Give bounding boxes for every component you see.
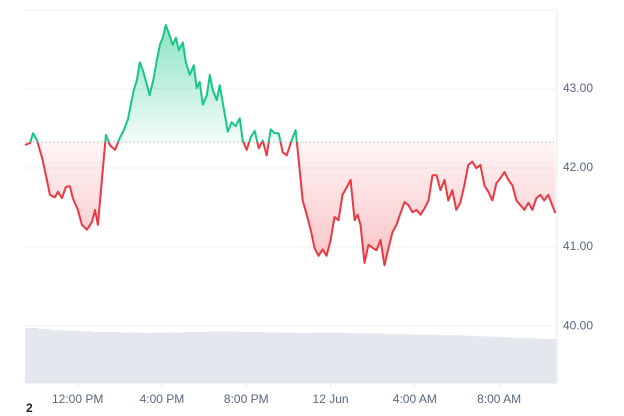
y-tick-label: 43.00 [563,81,593,95]
volume-bar [303,332,318,383]
volume-bar [370,333,384,383]
volume-bar [542,339,557,383]
volume-bar [463,335,477,383]
volume-bar [78,331,92,383]
volume-bar [489,336,504,383]
x-tick-label: 12:00 PM [52,392,103,406]
volume-bar [516,337,530,383]
volume-bar [436,335,451,383]
volume-bar [449,335,464,383]
volume-bar [237,331,251,383]
volume-bar [91,331,105,383]
frame [25,9,558,384]
x-tick-label: 4:00 PM [140,392,185,406]
volume-bar [356,333,371,383]
volume-bar [263,332,278,383]
volume-bar [197,331,212,383]
volume-bar [396,334,411,383]
volume-bar [502,337,517,383]
volume-bar [104,331,119,383]
volume-bar [277,332,291,383]
volume-bar [157,332,172,383]
x-tick-label: 8:00 AM [477,392,521,406]
volume-bar [131,332,145,383]
volume-bar [144,332,159,383]
volume-bar [64,330,79,383]
volume-bar [409,334,424,383]
volume-bar [330,332,344,383]
volume-bar [38,329,52,383]
volume-bar [383,334,397,383]
volume-bar [250,331,265,383]
y-tick-label: 42.00 [563,160,593,174]
volume-bar [117,332,132,383]
volume-bar [476,336,490,383]
volume-bar [423,334,437,383]
footer-text: 2 [26,401,33,415]
volume-bar [184,331,198,383]
price-line [24,24,557,267]
volume-bar [224,331,238,383]
y-tick-label: 41.00 [563,239,593,253]
volume-bar [171,332,185,383]
x-tick-label: 12 Jun [313,392,349,406]
volume-bar [210,331,225,383]
volume-bar [529,338,544,383]
volume-bar [290,332,305,383]
x-tick-label: 4:00 AM [393,392,437,406]
volume-bar [343,332,358,383]
x-tick-label: 8:00 PM [224,392,269,406]
volume-bar [317,332,331,383]
area [25,25,556,266]
y-tick-label: 40.00 [563,318,593,332]
volume-bar [25,328,39,383]
volume-bar [51,330,66,383]
